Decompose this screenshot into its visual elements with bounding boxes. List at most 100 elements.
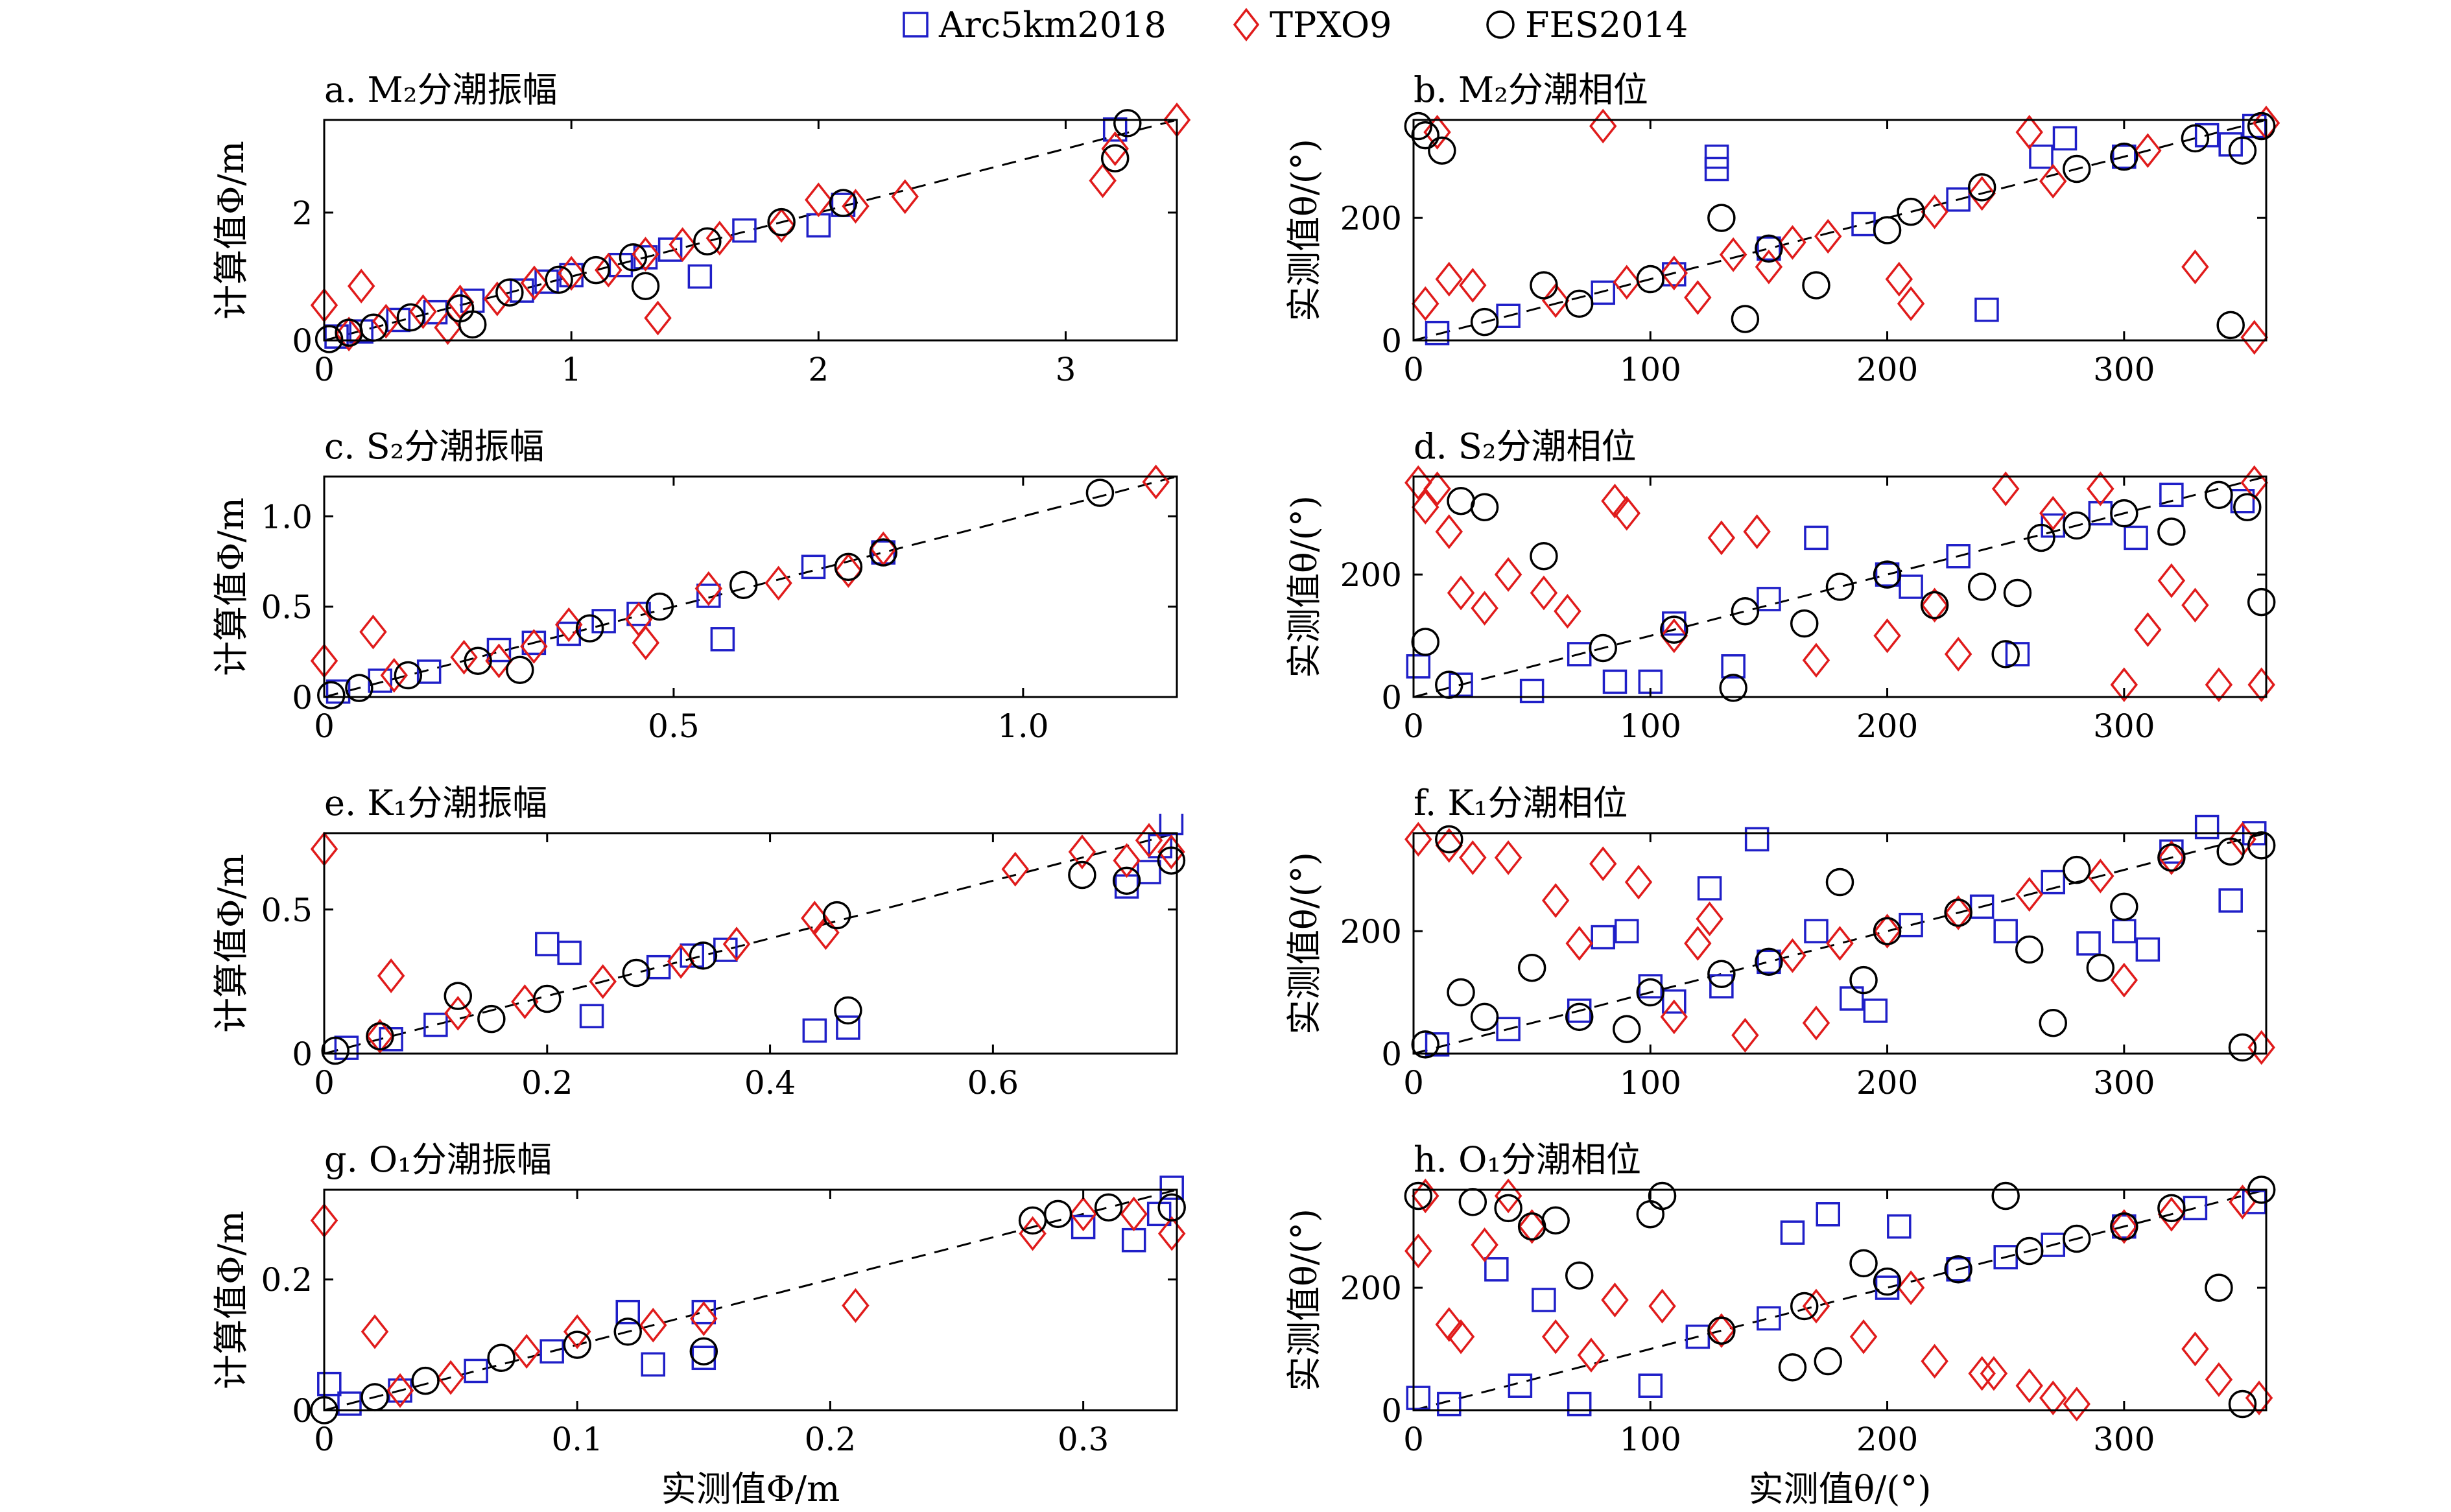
axes-frame — [1412, 832, 2267, 1055]
point-tpxo9 — [1613, 265, 1640, 300]
point-tpxo9 — [2205, 1362, 2233, 1397]
point-tpxo9 — [1921, 587, 1948, 623]
point-tpxo9 — [1157, 1216, 1186, 1251]
point-tpxo9 — [595, 252, 622, 288]
point-tpxo9 — [386, 1373, 414, 1408]
point-fes2014 — [1790, 609, 1819, 638]
point-fes2014 — [1565, 289, 1594, 318]
point-tpxo9 — [1968, 176, 1996, 211]
point-arc5km2018 — [1662, 989, 1687, 1014]
point-tpxo9 — [1968, 1356, 1996, 1391]
markers — [1404, 105, 2280, 355]
y-axis-label: 计算值Φ/m — [211, 854, 252, 1033]
point-fes2014 — [545, 265, 573, 294]
point-tpxo9 — [1660, 618, 1688, 654]
point-fes2014 — [829, 189, 858, 217]
point-fes2014 — [689, 1337, 718, 1365]
point-arc5km2018 — [349, 319, 373, 344]
legend-item-tpxo9: TPXO9 — [1232, 5, 1391, 45]
point-fes2014 — [1404, 112, 1433, 141]
point-tpxo9 — [1814, 219, 1842, 254]
point-tpxo9 — [2110, 667, 2138, 702]
point-fes2014 — [1731, 597, 1760, 626]
point-arc5km2018 — [1137, 860, 1161, 884]
y-tick-label: 1.0 — [261, 498, 313, 536]
point-tpxo9 — [1459, 840, 1487, 875]
point-tpxo9 — [335, 316, 363, 351]
point-tpxo9 — [1541, 1319, 1570, 1354]
point-tpxo9 — [891, 179, 919, 215]
point-fes2014 — [767, 207, 796, 237]
point-arc5km2018 — [1840, 986, 1864, 1011]
circle-marker-icon — [1486, 10, 1515, 39]
point-tpxo9 — [2247, 667, 2275, 702]
point-tpxo9 — [1404, 821, 1432, 857]
point-tpxo9 — [1435, 828, 1463, 863]
point-fes2014 — [1778, 1353, 1807, 1382]
x-tick-label: 300 — [2093, 1421, 2155, 1458]
point-fes2014 — [1648, 1181, 1677, 1211]
point-fes2014 — [1825, 573, 1854, 601]
point-tpxo9 — [1743, 514, 1771, 549]
point-arc5km2018 — [836, 1015, 860, 1040]
point-fes2014 — [619, 243, 648, 272]
y-tick-label: 0.5 — [261, 589, 313, 626]
point-arc5km2018 — [1946, 544, 1971, 569]
point-fes2014 — [1967, 173, 1996, 202]
point-arc5km2018 — [2112, 919, 2137, 943]
legend-item-arc5km2018: Arc5km2018 — [901, 5, 1166, 45]
markers — [1404, 465, 2276, 703]
point-arc5km2018 — [1704, 144, 1729, 169]
point-tpxo9 — [1530, 575, 1558, 611]
point-tpxo9 — [2247, 1030, 2275, 1065]
point-tpxo9 — [1435, 261, 1463, 297]
point-tpxo9 — [1660, 999, 1688, 1035]
reference-line — [324, 475, 1178, 698]
y-tick-label: 200 — [1340, 556, 1402, 594]
point-tpxo9 — [1518, 1209, 1546, 1244]
point-fes2014 — [1411, 1030, 1440, 1059]
reference-line — [1413, 475, 2267, 698]
point-fes2014 — [458, 310, 487, 339]
point-tpxo9 — [1684, 280, 1712, 315]
point-tpxo9 — [1613, 495, 1640, 531]
point-arc5km2018 — [1508, 1373, 1533, 1398]
point-tpxo9 — [1068, 834, 1096, 869]
point-tpxo9 — [520, 629, 548, 664]
point-tpxo9 — [446, 285, 474, 320]
point-tpxo9 — [722, 927, 751, 962]
point-tpxo9 — [1435, 1306, 1463, 1342]
point-tpxo9 — [1019, 1216, 1047, 1251]
point-fes2014 — [2110, 142, 2138, 171]
point-fes2014 — [834, 996, 862, 1025]
point-fes2014 — [1873, 917, 1902, 945]
point-arc5km2018 — [1406, 654, 1431, 679]
point-arc5km2018 — [641, 1352, 666, 1377]
square-marker-icon — [903, 12, 929, 38]
point-tpxo9 — [436, 1360, 465, 1395]
point-tpxo9 — [377, 958, 405, 993]
x-axis-label: 实测值Φ/m — [661, 1469, 840, 1509]
point-fes2014 — [1719, 674, 1747, 702]
point-tpxo9 — [764, 565, 792, 601]
point-arc5km2018 — [1875, 562, 1900, 587]
point-fes2014 — [314, 325, 344, 353]
point-tpxo9 — [2015, 1368, 2043, 1404]
diamond-marker-icon — [1233, 8, 1260, 41]
y-axis-label: 计算值Φ/m — [211, 497, 252, 676]
point-fes2014 — [1636, 1200, 1665, 1229]
point-tpxo9 — [1459, 268, 1487, 303]
point-arc5km2018 — [691, 1299, 716, 1325]
point-tpxo9 — [1826, 926, 1854, 961]
point-tpxo9 — [1001, 851, 1029, 887]
point-arc5km2018 — [2041, 869, 2065, 895]
y-axis-label: 计算值Φ/m — [211, 1211, 252, 1389]
point-fes2014 — [1790, 1292, 1819, 1321]
x-tick-label: 2 — [808, 351, 829, 388]
point-arc5km2018 — [2076, 931, 2101, 956]
point-tpxo9 — [1719, 237, 1747, 272]
point-tpxo9 — [694, 571, 723, 606]
point-arc5km2018 — [1615, 919, 1639, 943]
